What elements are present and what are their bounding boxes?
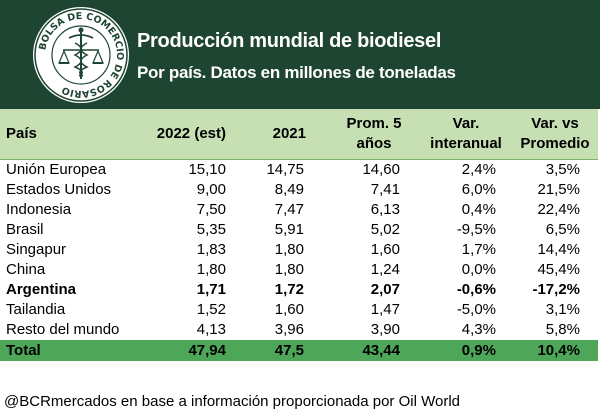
cell-2022: 1,52 — [196, 301, 226, 318]
table-row: China 1,80 1,80 1,24 0,0% 45,4% — [0, 260, 598, 280]
cell-total-2021: 47,5 — [274, 341, 304, 359]
cell-country: Indonesia — [6, 201, 72, 218]
cell-prom5: 7,41 — [370, 181, 400, 198]
cell-2021: 1,60 — [274, 301, 304, 318]
cell-2021: 1,80 — [274, 241, 304, 258]
cell-2021: 5,91 — [274, 221, 304, 238]
page-subtitle: Por país. Datos en millones de toneladas — [137, 63, 456, 82]
cell-country: Argentina — [6, 281, 77, 298]
header-line: Var. — [452, 115, 480, 132]
cell-country: Singapur — [6, 241, 67, 258]
table-row: Indonesia 7,50 7,47 6,13 0,4% 22,4% — [0, 200, 598, 220]
cell-2021: 8,49 — [274, 181, 304, 198]
cell-var-interanual: 6,0% — [461, 181, 496, 198]
cell-total-prom5: 43,44 — [362, 341, 400, 359]
cell-var-promedio: -17,2% — [532, 281, 580, 298]
cell-prom5: 2,07 — [370, 281, 400, 298]
cell-var-interanual: 0,0% — [461, 261, 496, 278]
table-header-row: País 2022 (est) 2021 Prom. 5 años Var. int… — [0, 109, 598, 160]
column-header-2021: 2021 — [272, 125, 306, 142]
cell-total-var-promedio: 10,4% — [537, 341, 580, 359]
cell-country: Tailandia — [6, 301, 66, 318]
bcr-seal-logo: BOLSA DE COMERCIO DE ROSARIO — [33, 7, 129, 103]
cell-prom5: 1,60 — [370, 241, 400, 258]
cell-var-promedio: 5,8% — [545, 321, 580, 338]
table-row: Unión Europea 15,10 14,75 14,60 2,4% 3,5… — [0, 160, 598, 181]
header-line: interanual — [430, 135, 502, 152]
cell-prom5: 1,47 — [370, 301, 400, 318]
cell-prom5: 1,24 — [370, 261, 400, 278]
table-row: Brasil 5,35 5,91 5,02 -9,5% 6,5% — [0, 220, 598, 240]
cell-2022: 1,83 — [196, 241, 226, 258]
cell-var-promedio: 45,4% — [537, 261, 580, 278]
cell-country: Resto del mundo — [6, 321, 120, 338]
cell-country: Brasil — [6, 221, 44, 238]
cell-prom5: 14,60 — [362, 161, 400, 178]
cell-2021: 1,72 — [274, 281, 304, 298]
header-line: Promedio — [520, 135, 590, 152]
table-row: Resto del mundo 4,13 3,96 3,90 4,3% 5,8% — [0, 320, 598, 340]
header-banner: BOLSA DE COMERCIO DE ROSARIO Producción … — [0, 0, 600, 109]
cell-prom5: 6,13 — [370, 201, 400, 218]
page-title: Producción mundial de biodiesel — [137, 30, 442, 52]
cell-var-interanual: 0,4% — [461, 201, 496, 218]
cell-var-promedio: 21,5% — [537, 181, 580, 198]
cell-2022: 5,35 — [196, 221, 226, 238]
cell-var-promedio: 22,4% — [537, 201, 580, 218]
table-row: Tailandia 1,52 1,60 1,47 -5,0% 3,1% — [0, 300, 598, 320]
cell-2022: 9,00 — [196, 181, 226, 198]
cell-var-interanual: -0,6% — [456, 281, 496, 298]
biodiesel-production-table: País 2022 (est) 2021 Prom. 5 años Var. int… — [0, 109, 598, 361]
cell-2021: 14,75 — [266, 161, 304, 178]
cell-country: Unión Europea — [6, 161, 107, 178]
cell-total-2022: 47,94 — [188, 341, 226, 359]
column-header-2022: 2022 (est) — [156, 125, 226, 142]
cell-country: Estados Unidos — [6, 181, 112, 198]
cell-var-interanual: -5,0% — [456, 301, 496, 318]
cell-2022: 1,71 — [196, 281, 226, 298]
cell-var-promedio: 3,5% — [545, 161, 580, 178]
cell-var-interanual: 1,7% — [461, 241, 496, 258]
cell-var-interanual: 2,4% — [461, 161, 496, 178]
cell-2022: 4,13 — [196, 321, 226, 338]
table-row-highlight: Argentina 1,71 1,72 2,07 -0,6% -17,2% — [0, 280, 598, 300]
column-header-var-vs-promedio: Var. vs Promedio — [512, 109, 598, 160]
header-line: años — [356, 135, 392, 152]
cell-country: China — [6, 261, 46, 278]
column-header-var-interanual: Var. interanual — [420, 109, 512, 160]
table-row: Estados Unidos 9,00 8,49 7,41 6,0% 21,5% — [0, 180, 598, 200]
cell-2021: 3,96 — [274, 321, 304, 338]
column-header-promedio-5-anos: Prom. 5 años — [328, 109, 420, 160]
cell-2022: 1,80 — [196, 261, 226, 278]
cell-var-interanual: -9,5% — [456, 221, 496, 238]
cell-2022: 15,10 — [188, 161, 226, 178]
cell-var-promedio: 14,4% — [537, 241, 580, 258]
cell-var-promedio: 3,1% — [545, 301, 580, 318]
source-footnote: @BCRmercados en base a información propo… — [4, 393, 460, 410]
header-line: Var. vs — [531, 115, 579, 132]
cell-total-label: Total — [6, 341, 41, 359]
cell-var-promedio: 6,5% — [545, 221, 580, 238]
cell-prom5: 5,02 — [370, 221, 400, 238]
table-row: Singapur 1,83 1,80 1,60 1,7% 14,4% — [0, 240, 598, 260]
cell-2021: 7,47 — [274, 201, 304, 218]
cell-var-interanual: 4,3% — [461, 321, 496, 338]
column-header-pais: País — [6, 125, 37, 142]
cell-total-var-interanual: 0,9% — [461, 341, 496, 359]
cell-2022: 7,50 — [196, 201, 226, 218]
cell-prom5: 3,90 — [370, 321, 400, 338]
table-total-row: Total 47,94 47,5 43,44 0,9% 10,4% — [0, 340, 598, 361]
cell-2021: 1,80 — [274, 261, 304, 278]
header-line: Prom. 5 — [346, 115, 402, 132]
